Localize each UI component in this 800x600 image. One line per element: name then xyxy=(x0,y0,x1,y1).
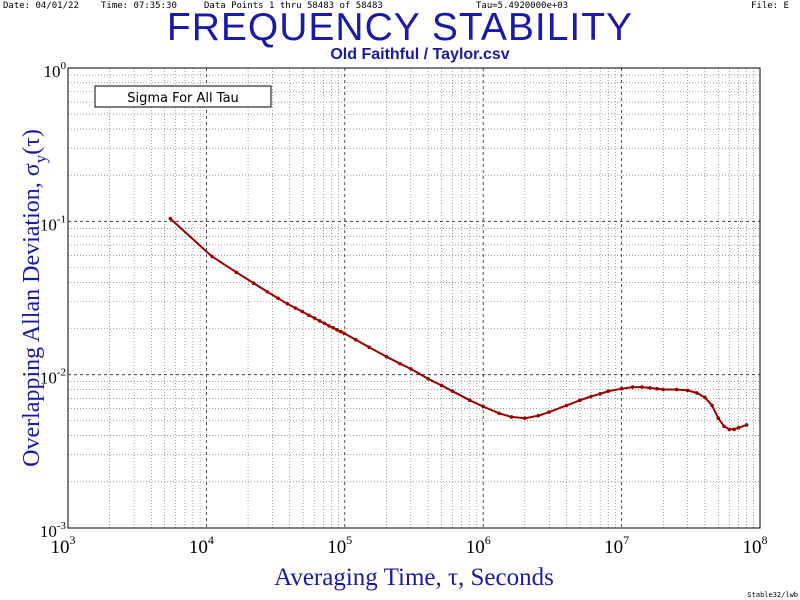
data-point xyxy=(640,385,644,389)
data-point xyxy=(722,424,726,429)
x-tick-label: 104 xyxy=(189,533,214,558)
data-point xyxy=(450,389,455,394)
header-date: Date: 04/01/22 xyxy=(3,1,79,11)
annotation-box xyxy=(94,85,272,108)
data-point xyxy=(306,313,311,318)
footer-label: Stable32/lwb xyxy=(747,591,798,599)
data-point xyxy=(695,391,699,395)
data-point xyxy=(322,321,327,326)
y-tick-label: 100 xyxy=(44,60,67,81)
data-point xyxy=(497,411,501,416)
data-point xyxy=(716,416,721,421)
annotation-text: Sigma For All Tau xyxy=(127,91,239,106)
data-point xyxy=(409,367,413,371)
y-tick-label: 10-3 xyxy=(40,520,67,541)
data-point xyxy=(276,296,280,301)
data-point xyxy=(251,281,256,285)
data-point xyxy=(703,395,707,400)
data-point xyxy=(467,398,472,403)
data-point xyxy=(619,386,624,391)
data-point xyxy=(426,376,430,381)
data-point xyxy=(327,324,331,328)
data-point xyxy=(335,328,339,332)
data-point xyxy=(331,326,335,330)
data-point xyxy=(536,413,541,418)
data-point xyxy=(285,301,290,306)
data-point xyxy=(606,389,610,394)
chart-subtitle: Old Faithful / Taylor.csv xyxy=(330,46,510,63)
data-point xyxy=(589,394,593,399)
data-point xyxy=(398,361,402,366)
data-point xyxy=(353,337,358,342)
data-point xyxy=(564,403,569,408)
data-point xyxy=(481,404,486,409)
data-point xyxy=(744,423,749,427)
header-time: Time: 07:35:30 xyxy=(101,1,177,11)
data-point xyxy=(210,254,214,259)
data-point xyxy=(338,329,343,334)
data-point xyxy=(509,415,514,419)
data-point xyxy=(674,387,679,392)
y-axis-label: Overlapping Allan Deviation, σy(τ) xyxy=(19,129,50,467)
data-point xyxy=(655,386,659,391)
data-point xyxy=(727,427,732,432)
x-tick-label: 103 xyxy=(51,533,76,558)
header-data-points: Data Points 1 thru 58483 of 58483 xyxy=(204,1,383,11)
data-point xyxy=(710,403,714,408)
x-tick-label: 108 xyxy=(743,533,768,558)
x-tick-label: 107 xyxy=(604,533,629,558)
x-tick-label: 106 xyxy=(466,533,491,558)
x-tick-label: 105 xyxy=(327,533,352,558)
plot-frame xyxy=(67,67,761,529)
data-point xyxy=(547,410,552,414)
data-point xyxy=(648,386,652,390)
y-tick-label: 10-1 xyxy=(40,213,66,234)
data-point xyxy=(384,354,389,359)
data-point xyxy=(578,398,582,403)
data-point xyxy=(300,309,305,314)
data-point xyxy=(234,270,239,275)
data-point xyxy=(630,385,635,389)
data-point xyxy=(523,416,527,421)
data-point xyxy=(293,306,298,310)
data-point xyxy=(661,387,666,392)
data-point xyxy=(439,383,444,388)
header-tau: Tau=5.4920000e+03 xyxy=(476,1,569,11)
data-point xyxy=(367,345,371,350)
data-point xyxy=(312,316,317,320)
data-point xyxy=(598,392,602,396)
x-axis-label: Averaging Time, τ, Seconds xyxy=(274,564,554,591)
data-point xyxy=(317,319,322,323)
data-point xyxy=(685,388,690,393)
data-point xyxy=(265,289,269,294)
y-tick-label: 10-2 xyxy=(40,367,66,388)
data-point xyxy=(736,426,741,430)
data-point xyxy=(342,331,346,336)
data-point xyxy=(732,427,736,432)
header-file: File: E xyxy=(751,1,789,11)
series-line xyxy=(169,217,747,431)
chart-title: FREQUENCY STABILITY xyxy=(166,6,634,49)
data-point xyxy=(168,216,173,221)
